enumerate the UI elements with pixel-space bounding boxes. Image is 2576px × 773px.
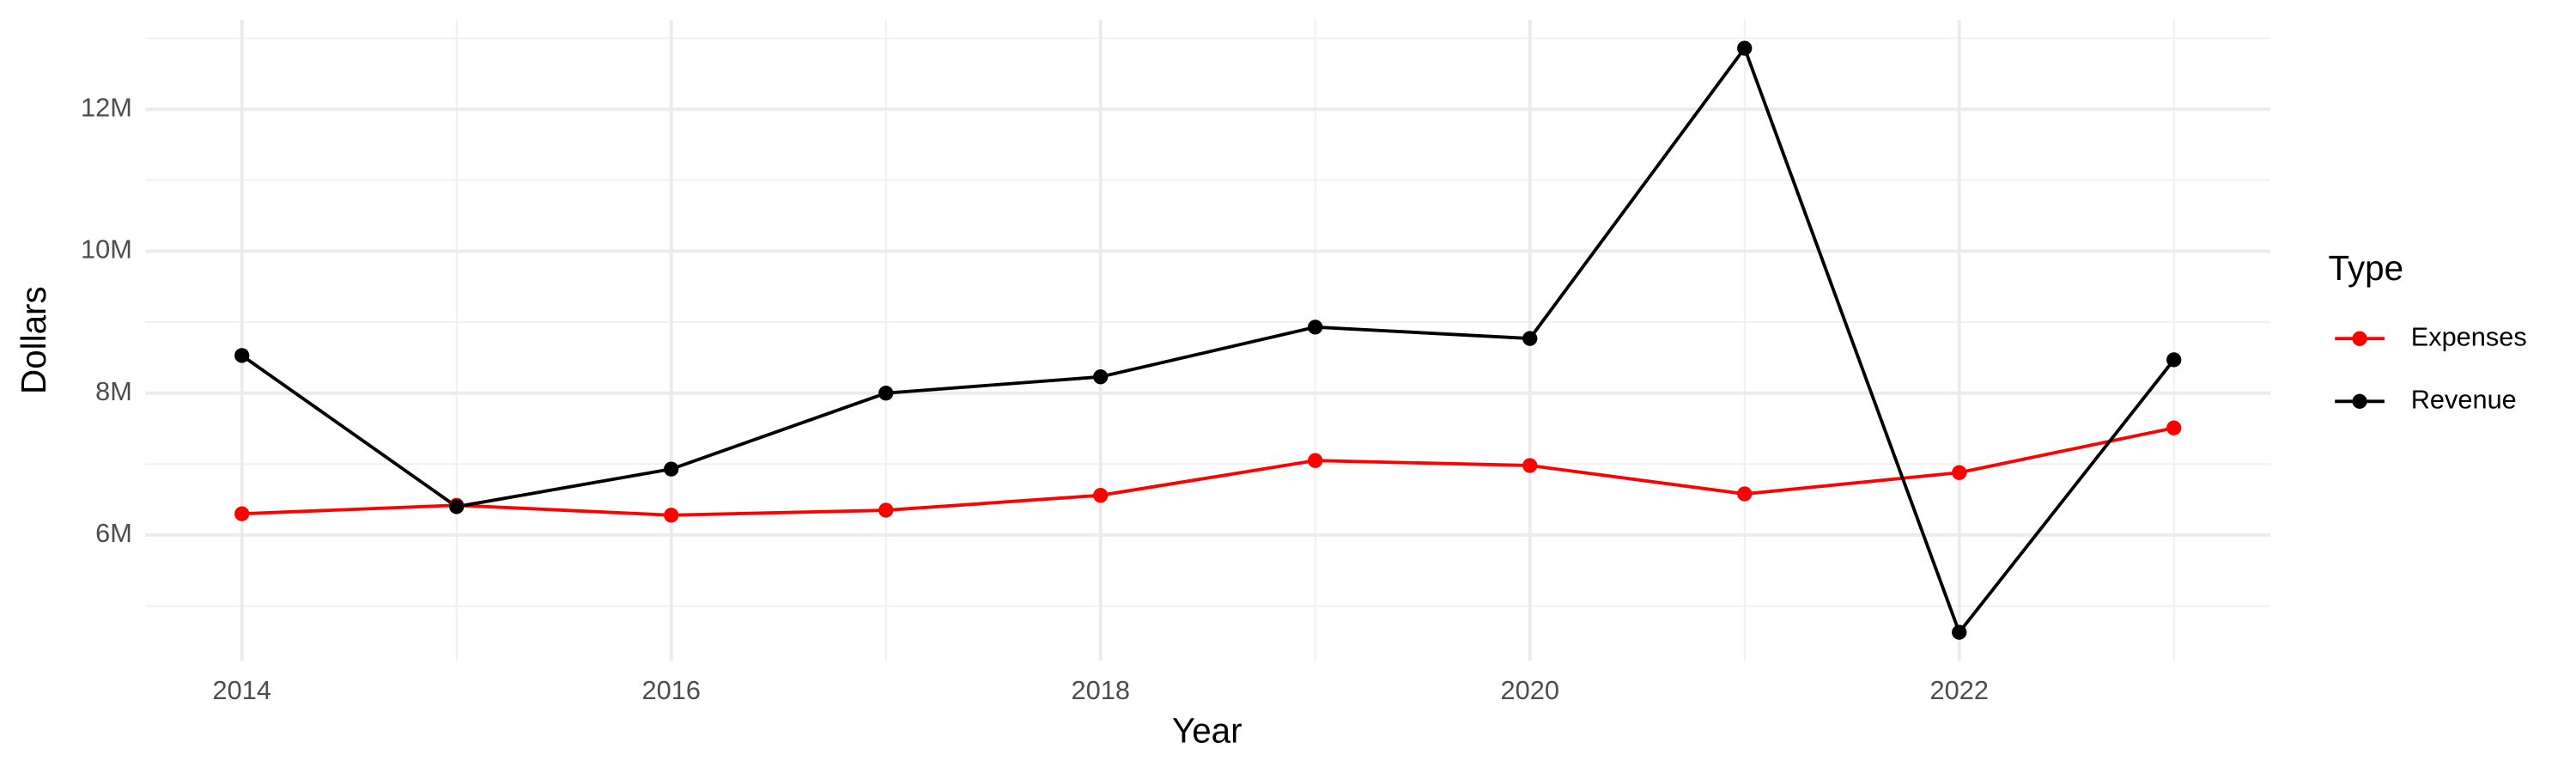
data-point xyxy=(1308,453,1323,468)
data-point xyxy=(1952,624,1967,640)
data-point xyxy=(1093,488,1109,503)
y-tick-label: 8M xyxy=(95,376,132,406)
x-tick-label: 2022 xyxy=(1930,675,1989,705)
data-point xyxy=(1952,465,1967,480)
data-point xyxy=(234,506,250,521)
data-point xyxy=(449,499,465,514)
y-tick-label: 12M xyxy=(81,92,132,122)
y-tick-label: 10M xyxy=(81,234,132,265)
data-point xyxy=(1308,320,1323,335)
legend-title: Type xyxy=(2329,248,2404,288)
x-tick-label: 2020 xyxy=(1501,675,1559,705)
x-tick-label: 2014 xyxy=(213,675,271,705)
x-tick-label: 2018 xyxy=(1072,675,1130,705)
legend-label: Revenue xyxy=(2411,384,2517,414)
data-point xyxy=(2166,420,2182,435)
x-axis-title: Year xyxy=(1172,711,1242,751)
series-line xyxy=(241,426,2175,517)
data-point xyxy=(1522,458,1538,473)
data-point xyxy=(1737,40,1753,56)
y-axis-title: Dollars xyxy=(14,286,53,394)
legend-key-point xyxy=(2352,331,2367,346)
data-point xyxy=(1093,369,1109,385)
data-point xyxy=(234,348,250,363)
x-tick-label: 2016 xyxy=(642,675,701,705)
data-point xyxy=(664,508,679,523)
legend-label: Expenses xyxy=(2411,321,2527,351)
grid xyxy=(145,20,2271,661)
data-point xyxy=(1522,331,1538,346)
data-point xyxy=(664,461,679,477)
data-point xyxy=(1737,486,1753,502)
data-point xyxy=(878,502,894,518)
legend-key-point xyxy=(2352,393,2367,409)
y-tick-label: 6M xyxy=(95,518,132,548)
data-point xyxy=(2166,352,2182,368)
data-point xyxy=(878,386,894,401)
series-line xyxy=(240,45,2176,636)
